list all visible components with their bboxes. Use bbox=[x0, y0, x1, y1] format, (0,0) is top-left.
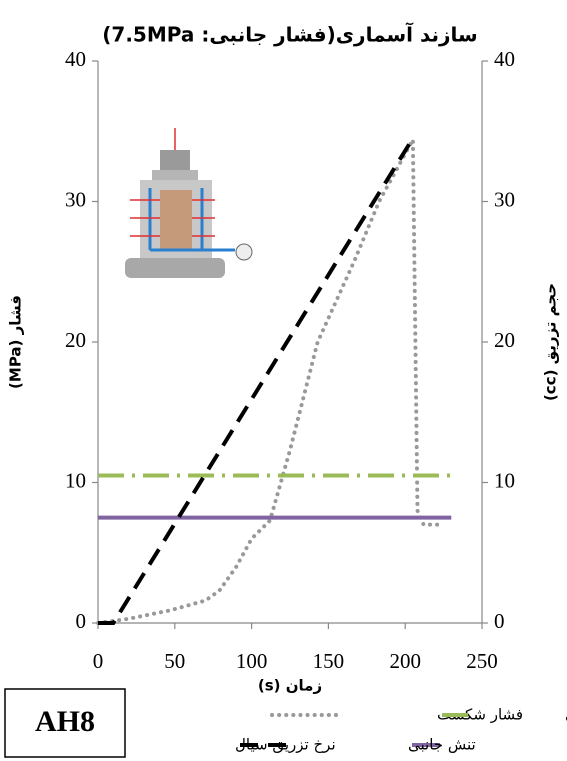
y2-tick-label: 0 bbox=[494, 609, 505, 633]
x-tick-label: 150 bbox=[313, 649, 345, 673]
x-tick-label: 250 bbox=[466, 649, 498, 673]
y2-tick-label: 40 bbox=[494, 47, 515, 71]
annotation: AH8 bbox=[35, 705, 95, 738]
y-tick-label: 10 bbox=[65, 468, 86, 492]
series-line bbox=[96, 132, 446, 625]
x-tick-label: 200 bbox=[389, 649, 421, 673]
x-tick-label: 100 bbox=[236, 649, 268, 673]
chart-title: سازند آسماری(فشار جانبی: 7.5MPa) bbox=[102, 22, 477, 47]
y-tick-label: 40 bbox=[65, 47, 86, 71]
y-tick-label: 30 bbox=[65, 187, 86, 211]
y-axis-label: فشار (MPa) bbox=[7, 295, 25, 389]
y2-axis-label: حجم تزریق (cc) bbox=[542, 283, 560, 401]
x-tick-label: 50 bbox=[164, 649, 185, 673]
y-tick-label: 0 bbox=[76, 609, 87, 633]
y2-tick-label: 20 bbox=[494, 328, 515, 352]
legend-label: تنش محوری bbox=[565, 706, 567, 724]
legend-label: فشار شکست bbox=[437, 706, 523, 724]
x-tick-label: 0 bbox=[93, 649, 104, 673]
y-tick-label: 20 bbox=[65, 328, 86, 352]
x-axis-label: زمان (s) bbox=[258, 677, 322, 695]
y2-tick-label: 10 bbox=[494, 468, 515, 492]
y2-tick-label: 30 bbox=[494, 187, 515, 211]
series-line bbox=[98, 137, 415, 625]
legend-label: تنش جانبی bbox=[408, 736, 476, 754]
annotation-box bbox=[4, 688, 126, 758]
apparatus-illustration bbox=[125, 128, 253, 278]
legend-label: نرخ تزریق سیال bbox=[235, 736, 336, 754]
